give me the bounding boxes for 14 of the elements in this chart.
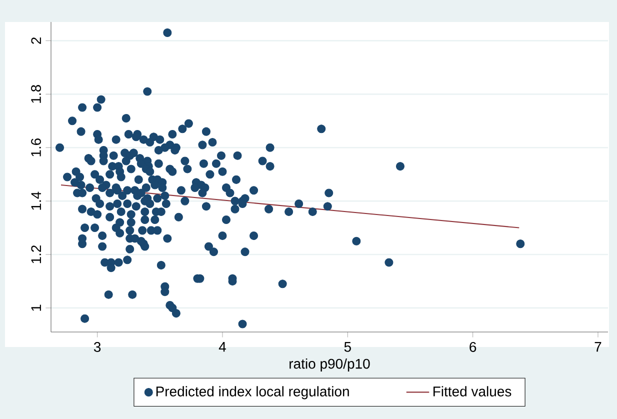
x-tick-label: 6 bbox=[470, 342, 476, 352]
x-tick-label: 4 bbox=[218, 342, 226, 352]
x-axis-title: ratio p90/p10 bbox=[290, 358, 370, 372]
y-tick-label: 1.8 bbox=[31, 85, 41, 103]
y-tick-label: 1.6 bbox=[31, 138, 41, 156]
x-tick-label: 5 bbox=[344, 342, 351, 352]
legend-label: Fitted values bbox=[433, 386, 512, 396]
legend-label: Predicted index local regulation bbox=[156, 386, 349, 400]
y-tick-label: 2 bbox=[31, 38, 41, 44]
x-tick-label: 7 bbox=[594, 342, 602, 352]
y-tick-label: 1.2 bbox=[31, 245, 41, 264]
y-tick-label: 1.4 bbox=[31, 192, 41, 210]
x-tick-label: 3 bbox=[94, 342, 101, 352]
y-tick-label: 1 bbox=[31, 304, 41, 311]
